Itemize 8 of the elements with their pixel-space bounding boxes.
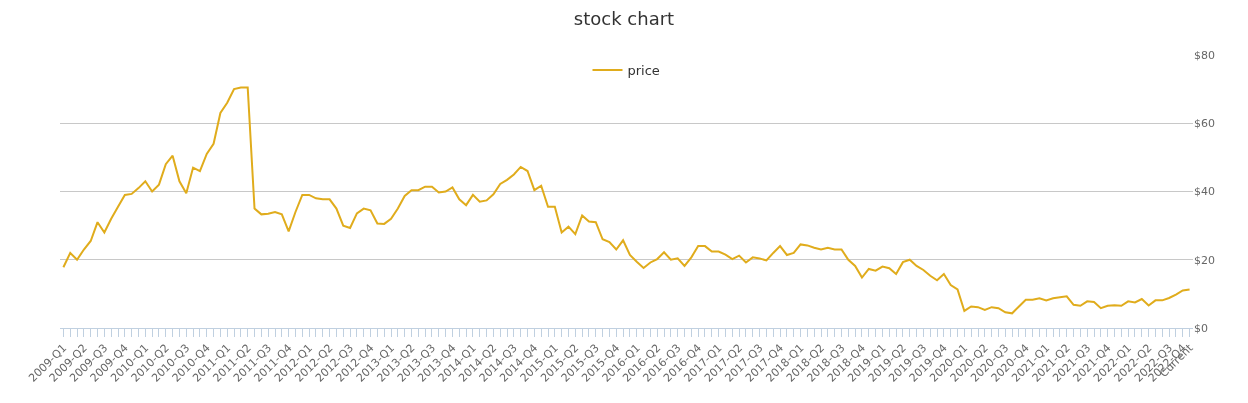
legend-label: price [627, 63, 660, 79]
y-tick-label: $20 [1194, 253, 1215, 267]
y-tick-label: $80 [1194, 48, 1215, 62]
y-tick-label: $0 [1194, 321, 1208, 335]
y-tick-label: $60 [1194, 117, 1215, 131]
chart-title: stock chart [573, 7, 675, 29]
y-tick-label: $40 [1194, 185, 1215, 199]
line-series [62, 86, 1191, 315]
